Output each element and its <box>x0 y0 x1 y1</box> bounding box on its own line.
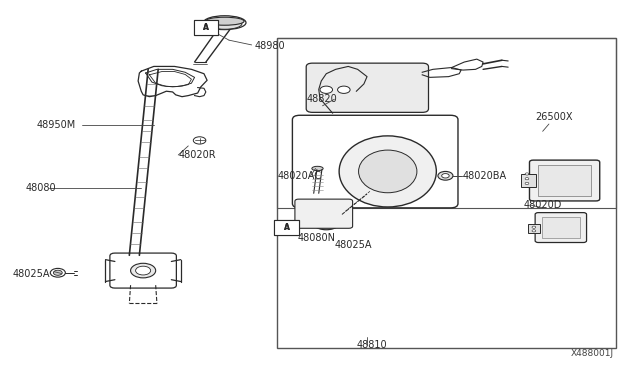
Text: 48020R: 48020R <box>179 150 216 160</box>
Circle shape <box>51 268 65 277</box>
Bar <box>277 38 616 208</box>
Text: 48020BA: 48020BA <box>463 171 507 181</box>
Bar <box>277 38 616 348</box>
Text: A: A <box>203 23 209 32</box>
Circle shape <box>525 177 529 180</box>
Circle shape <box>438 171 453 180</box>
FancyBboxPatch shape <box>527 224 540 233</box>
Circle shape <box>320 86 333 93</box>
Ellipse shape <box>314 205 339 225</box>
Circle shape <box>532 226 536 228</box>
Circle shape <box>193 137 206 144</box>
Circle shape <box>131 263 156 278</box>
Text: 48020D: 48020D <box>524 200 562 210</box>
Ellipse shape <box>207 18 242 29</box>
Text: 48980: 48980 <box>254 41 285 51</box>
Text: 48025A: 48025A <box>13 269 50 279</box>
Ellipse shape <box>204 16 246 30</box>
Text: A: A <box>284 223 290 232</box>
Text: 48080N: 48080N <box>298 233 336 243</box>
Text: X488001J: X488001J <box>570 349 614 358</box>
Text: 48025A: 48025A <box>335 240 372 250</box>
Circle shape <box>532 230 536 232</box>
FancyBboxPatch shape <box>529 160 600 201</box>
FancyBboxPatch shape <box>542 217 580 238</box>
Circle shape <box>525 173 529 175</box>
Circle shape <box>337 86 350 93</box>
Ellipse shape <box>205 17 244 25</box>
Text: A: A <box>203 23 209 32</box>
Circle shape <box>442 174 449 178</box>
Text: A: A <box>284 223 290 232</box>
FancyBboxPatch shape <box>110 253 177 288</box>
FancyBboxPatch shape <box>193 20 218 35</box>
FancyBboxPatch shape <box>275 220 299 235</box>
FancyBboxPatch shape <box>535 213 586 243</box>
Circle shape <box>136 266 150 275</box>
FancyBboxPatch shape <box>538 165 591 196</box>
Ellipse shape <box>312 166 323 171</box>
FancyBboxPatch shape <box>275 220 299 235</box>
FancyBboxPatch shape <box>193 20 218 35</box>
FancyBboxPatch shape <box>295 199 353 228</box>
Text: 48950M: 48950M <box>36 120 76 130</box>
Text: 48820: 48820 <box>306 94 337 104</box>
Text: 26500X: 26500X <box>535 112 573 122</box>
Text: 48810: 48810 <box>356 340 387 350</box>
Circle shape <box>54 270 62 275</box>
Text: 48080: 48080 <box>25 183 56 193</box>
Circle shape <box>525 182 529 185</box>
FancyBboxPatch shape <box>306 63 429 112</box>
Ellipse shape <box>339 136 436 207</box>
FancyBboxPatch shape <box>521 174 536 187</box>
Ellipse shape <box>307 201 345 230</box>
Text: 48020AC: 48020AC <box>277 171 321 181</box>
Ellipse shape <box>358 150 417 193</box>
